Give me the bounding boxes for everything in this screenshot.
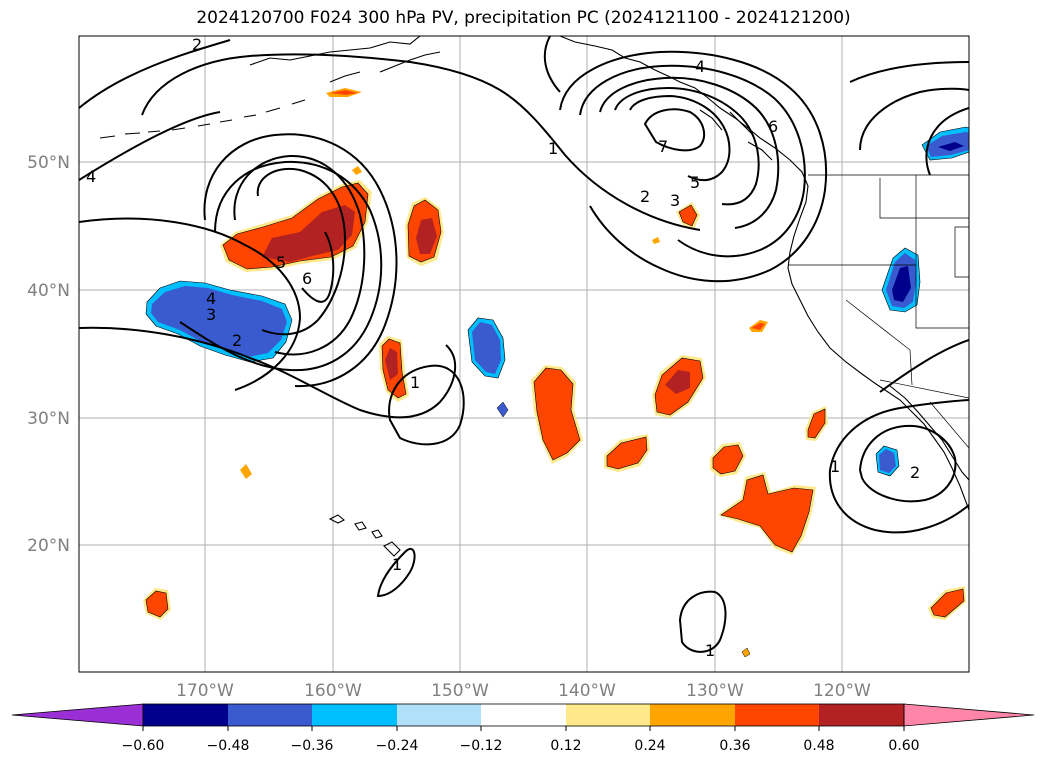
- pv-trough-4: [256, 167, 347, 336]
- pv-trough-3: [233, 154, 366, 356]
- contour-label: 7: [658, 137, 668, 156]
- colorbar-segment: [819, 704, 904, 726]
- contour-label: 2: [232, 331, 242, 350]
- contour-label: 3: [670, 191, 680, 210]
- contour-label: 6: [768, 117, 778, 136]
- contour-label: 3: [206, 305, 216, 324]
- map-content: 2 4 1 4 6 7 5 2 3 5 6 4 3 2 1 1 1 2 1: [79, 35, 969, 672]
- contour-label: 1: [392, 555, 402, 574]
- colorbar-tick-label: −0.24: [376, 738, 419, 754]
- colorbar-tick-label: 0.36: [719, 738, 750, 754]
- pv-contour-baja-2: [858, 424, 957, 503]
- pv-contour-baja-1: [828, 399, 969, 534]
- longitude-tick-labels: 170°W 160°W 150°W 140°W 130°W 120°W: [176, 681, 871, 701]
- lat-tick-label: 20°N: [27, 536, 70, 556]
- map-frame: [78, 35, 970, 673]
- contour-label: 2: [640, 187, 650, 206]
- pv-contour-low-west: [79, 217, 457, 419]
- contour-label: 2: [910, 463, 920, 482]
- north-america-coast: [559, 36, 969, 511]
- colorbar-high-extension: [903, 703, 1035, 727]
- pv-contour-hawaii-1: [376, 547, 416, 598]
- map-title: 2024120700 F024 300 hPa PV, precipitatio…: [196, 8, 851, 28]
- contour-label: 5: [690, 173, 700, 192]
- lat-tick-label: 50°N: [27, 153, 70, 173]
- pv-trough-5: [301, 231, 335, 303]
- colorbar-low-extension: [11, 703, 144, 727]
- pv-contour-west-2: [79, 39, 231, 181]
- lat-tick-label: 40°N: [27, 281, 70, 301]
- pv-contour-west-outer: [141, 53, 701, 231]
- aleutian-islands: [99, 99, 306, 139]
- colorbar-tick-label: −0.48: [207, 738, 250, 754]
- lon-tick-label: 150°W: [431, 681, 489, 701]
- colorbar-segment: [650, 704, 735, 726]
- colorbar-segment: [312, 704, 397, 726]
- contour-label: 1: [830, 457, 840, 476]
- contour-label: 1: [548, 139, 558, 158]
- lon-tick-label: 130°W: [686, 681, 744, 701]
- colorbar-tick-label: −0.12: [460, 738, 503, 754]
- contour-label: 5: [276, 253, 286, 272]
- colorbar-segment: [143, 704, 228, 726]
- colorbar-tick-label: 0.12: [550, 738, 581, 754]
- gridlines: [79, 36, 969, 672]
- colorbar-segment: [228, 704, 312, 726]
- pv-contours: [79, 36, 969, 653]
- bc-islands: [699, 109, 773, 161]
- hawaii-islands: [328, 514, 401, 557]
- pv-contour-south-1: [678, 590, 727, 653]
- colorbar-tick-label: 0.48: [803, 738, 834, 754]
- contour-label: 4: [86, 167, 96, 186]
- alaska-coast: [249, 36, 441, 83]
- lon-tick-label: 160°W: [304, 681, 362, 701]
- pv-trough-2: [203, 133, 398, 388]
- pv-ridge-northeast-1: [559, 50, 828, 283]
- contour-label: 4: [695, 57, 705, 76]
- pv-ridge-northeast-2: [579, 64, 806, 258]
- contour-label: 2: [192, 35, 202, 54]
- colorbar: −0.60 −0.48 −0.36 −0.24 −0.12 0.12 0.24 …: [11, 703, 1035, 754]
- positive-precip-areas: [143, 88, 966, 658]
- contour-labels: 2 4 1 4 6 7 5 2 3 5 6 4 3 2 1 1 1 2 1: [86, 35, 920, 660]
- pv-contour-mid-1: [388, 364, 465, 446]
- colorbar-segment: [481, 704, 566, 726]
- contour-label: 4: [206, 289, 216, 308]
- coastlines: [99, 36, 969, 557]
- colorbar-segment: [397, 704, 481, 726]
- pv-ridge-center: [643, 108, 706, 152]
- colorbar-ticks: [142, 726, 905, 731]
- pv-ridge-northeast-3: [599, 76, 780, 229]
- colorbar-tick-label: −0.36: [291, 738, 334, 754]
- colorbar-tick-label: 0.60: [888, 738, 919, 754]
- state-borders: [788, 174, 969, 449]
- pv-contour-north-outer: [543, 36, 969, 93]
- pv-trough-1: [179, 160, 383, 372]
- lon-tick-label: 140°W: [558, 681, 616, 701]
- pv-contour-east: [879, 339, 969, 393]
- pv-ridge-northeast-4: [614, 86, 760, 206]
- lon-tick-label: 120°W: [813, 681, 871, 701]
- pv-ridge-northeast-5: [629, 94, 731, 182]
- lon-tick-label: 170°W: [176, 681, 234, 701]
- colorbar-segment: [566, 704, 650, 726]
- contour-label: 1: [705, 641, 715, 660]
- lat-tick-label: 30°N: [27, 409, 70, 429]
- negative-precip-areas: [145, 126, 969, 477]
- colorbar-tick-label: 0.24: [634, 738, 665, 754]
- latitude-tick-labels: 50°N 40°N 30°N 20°N: [27, 153, 70, 556]
- colorbar-tick-label: −0.60: [122, 738, 165, 754]
- colorbar-segment: [735, 704, 819, 726]
- pv-contour-northeast-ring: [859, 87, 969, 176]
- contour-label: 6: [302, 269, 312, 288]
- contour-label: 1: [410, 373, 420, 392]
